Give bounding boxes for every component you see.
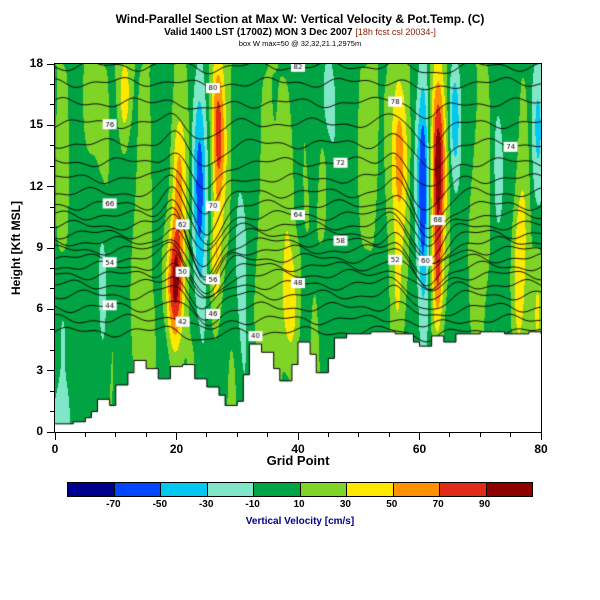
colorbar-tick-label: 30 — [339, 499, 351, 510]
y-tick — [47, 247, 54, 249]
colorbar-segment — [486, 483, 532, 496]
y-tick — [50, 206, 54, 208]
y-tick — [50, 390, 54, 392]
colorbar-tick-label: 70 — [432, 499, 444, 510]
colorbar-tick-label: -70 — [106, 499, 121, 510]
x-tick — [358, 433, 360, 437]
colorbar-segment — [300, 483, 347, 496]
y-tick — [50, 227, 54, 229]
colorbar-segment — [440, 483, 487, 496]
y-tick — [50, 411, 54, 413]
colorbar-segment — [161, 483, 208, 496]
y-tick — [50, 349, 54, 351]
forecast-note: [18h fcst csl 20034-] — [355, 27, 436, 37]
y-tick-label: 15 — [29, 117, 43, 132]
x-tick — [449, 433, 451, 437]
plot-title: Wind-Parallel Section at Max W: Vertical… — [115, 12, 485, 26]
colorbar-label: Vertical Velocity [cm/s] — [245, 516, 355, 527]
x-tick — [540, 433, 542, 440]
colorbar-segment — [393, 483, 440, 496]
x-tick-label: 40 — [291, 442, 305, 456]
x-tick — [145, 433, 147, 437]
y-tick — [50, 83, 54, 85]
y-tick-label: 0 — [36, 424, 43, 438]
y-tick — [50, 145, 54, 147]
colorbar-tick-label: -30 — [198, 499, 214, 510]
plot-valid-time: Valid 1400 LST (1700Z) MON 3 Dec 2007 [1… — [0, 27, 600, 38]
y-tick-label: 12 — [29, 178, 43, 193]
y-tick — [50, 288, 54, 290]
colorbar — [67, 482, 533, 497]
max-w-info: box W max=50 @ 32,32,21.1,2975m — [238, 39, 362, 48]
plot-frame — [54, 63, 542, 433]
y-tick — [47, 63, 54, 65]
y-tick — [50, 267, 54, 269]
y-tick — [50, 165, 54, 167]
colorbar-tick-label: 10 — [293, 499, 305, 510]
y-tick — [47, 308, 54, 310]
y-tick — [47, 186, 54, 188]
cross-section-canvas — [55, 64, 541, 432]
colorbar-segment — [347, 483, 394, 496]
valid-time-text: Valid 1400 LST (1700Z) MON 3 Dec 2007 — [164, 27, 353, 38]
x-tick-label: 60 — [412, 442, 427, 456]
y-tick — [50, 329, 54, 331]
y-tick — [47, 370, 54, 372]
y-tick-label: 3 — [36, 362, 43, 377]
y-tick — [50, 104, 54, 106]
colorbar-tick-label: -10 — [245, 499, 260, 510]
x-tick — [84, 433, 86, 437]
colorbar-segment — [68, 483, 115, 496]
y-tick-label: 9 — [36, 240, 43, 254]
colorbar-segment — [254, 483, 301, 496]
y-tick-label: 18 — [29, 56, 43, 70]
x-tick — [176, 433, 177, 440]
colorbar-tick-label: 90 — [479, 499, 491, 510]
x-tick — [267, 433, 269, 437]
x-tick — [54, 433, 56, 440]
x-tick-label: 80 — [534, 442, 548, 456]
x-axis-label: Grid Point — [266, 453, 330, 468]
x-tick — [206, 433, 208, 437]
colorbar-tick-label: -50 — [152, 499, 168, 510]
colorbar-segment — [114, 483, 161, 496]
colorbar-segment — [207, 483, 254, 496]
x-tick — [388, 433, 390, 437]
y-tick — [47, 431, 54, 433]
x-tick — [327, 433, 329, 437]
x-tick — [297, 433, 299, 440]
x-tick — [510, 433, 512, 437]
x-tick — [236, 433, 238, 437]
colorbar-tick-labels: -70 -50 -30 -10 10 30 50 70 90 — [67, 499, 531, 513]
x-tick-label: 0 — [51, 442, 59, 456]
x-tick-label: 20 — [169, 442, 184, 456]
y-tick — [47, 124, 54, 126]
x-tick — [479, 433, 481, 437]
y-tick-label: 6 — [36, 301, 43, 316]
colorbar-tick-label: 50 — [386, 499, 398, 510]
x-tick — [419, 433, 420, 440]
x-tick — [115, 433, 117, 437]
